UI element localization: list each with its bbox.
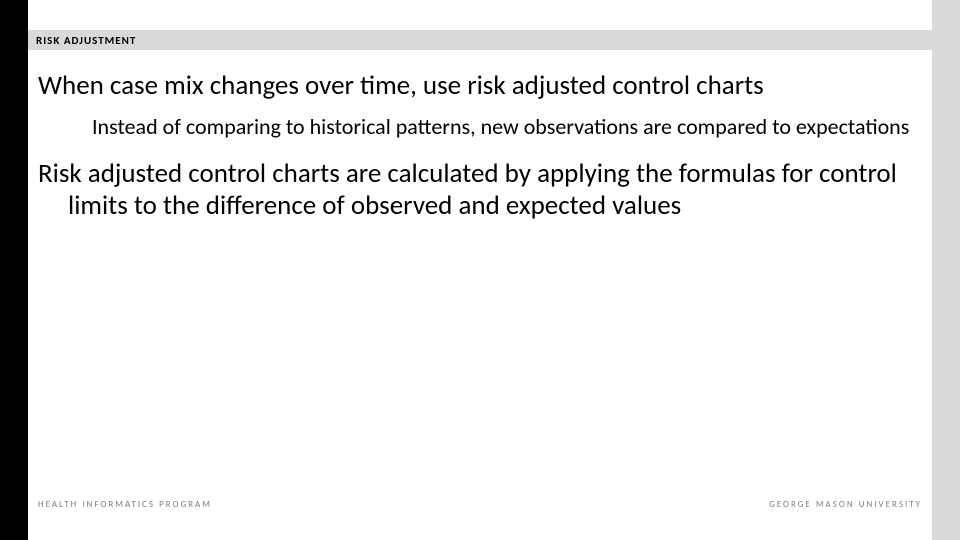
right-accent-bar bbox=[932, 0, 960, 540]
body-paragraph-2: Instead of comparing to historical patte… bbox=[38, 114, 922, 140]
title-band: RISK ADJUSTMENT bbox=[28, 30, 932, 50]
body-paragraph-1: When case mix changes over time, use ris… bbox=[38, 70, 922, 102]
left-accent-bar bbox=[0, 0, 28, 540]
body-paragraph-3: Risk adjusted control charts are calcula… bbox=[38, 158, 922, 222]
slide-title: RISK ADJUSTMENT bbox=[36, 34, 136, 47]
footer-right: GEORGE MASON UNIVERSITY bbox=[769, 499, 922, 510]
footer-left: HEALTH INFORMATICS PROGRAM bbox=[38, 499, 212, 510]
slide-body: When case mix changes over time, use ris… bbox=[38, 70, 922, 222]
slide-container: RISK ADJUSTMENT When case mix changes ov… bbox=[0, 0, 960, 540]
